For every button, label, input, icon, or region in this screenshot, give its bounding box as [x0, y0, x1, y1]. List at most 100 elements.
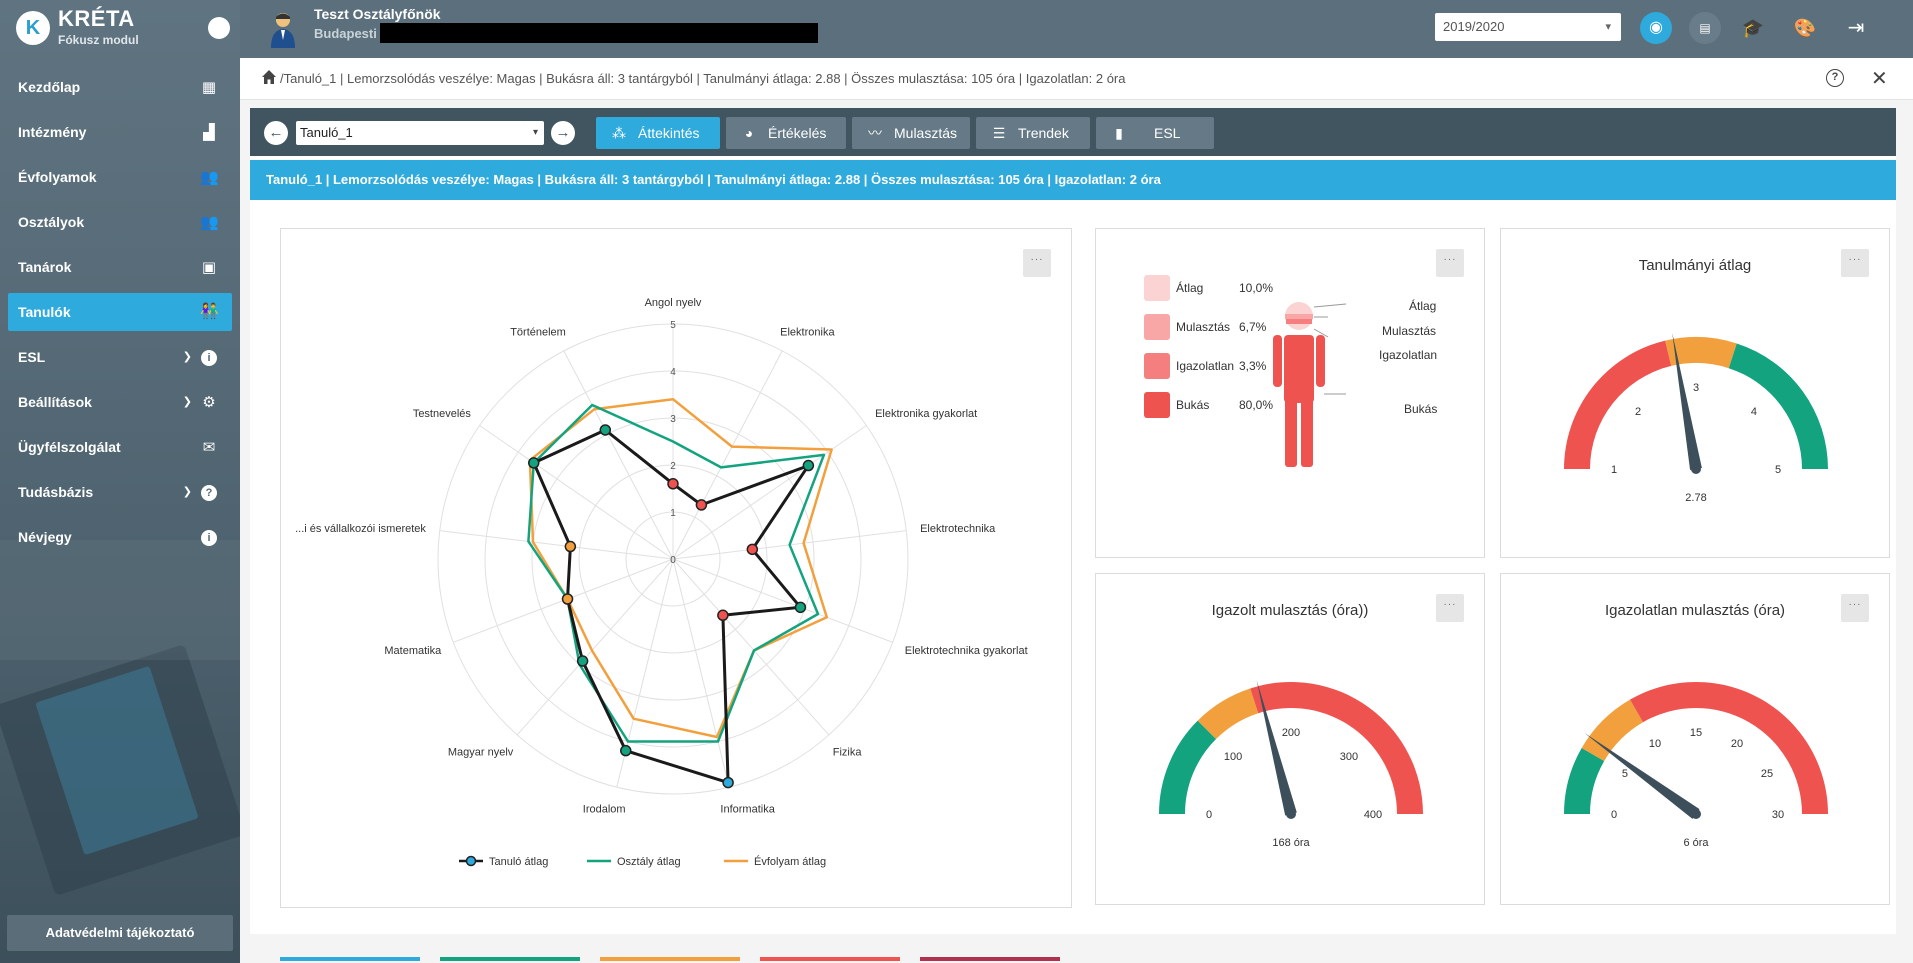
sidebar-item-tanulok[interactable]: Tanulók 👫 [8, 293, 232, 331]
sidebar-item-kezdolap[interactable]: Kezdőlap ▦ [0, 65, 240, 110]
user-city: Budapesti [314, 26, 377, 41]
tab-mulasztas[interactable]: 〰 Mulasztás [852, 117, 970, 149]
sidebar-menu: Kezdőlap ▦ Intézmény ▟ Évfolyamok 👥 Oszt… [0, 65, 240, 560]
legend-label: Bukás [1176, 398, 1210, 412]
chart-menu-button[interactable]: ··· [1436, 594, 1464, 622]
legend-value: 80,0% [1239, 398, 1274, 412]
chart-menu-button[interactable]: ··· [1841, 249, 1869, 277]
figure-label-igazolatlan: Igazolatlan [1379, 348, 1438, 362]
mail-icon: ✉ [202, 439, 216, 456]
help-icon[interactable]: ? [1826, 69, 1844, 87]
privacy-notice-button[interactable]: Adatvédelmi tájékoztató [7, 915, 233, 951]
tab-label: Áttekintés [638, 125, 700, 141]
radar-category-label: Elektronika [780, 326, 835, 338]
tab-ertekeles[interactable]: ◕ Értékelés [726, 117, 846, 149]
legend-swatch-bukas [1144, 392, 1170, 418]
legend-value: 3,3% [1239, 359, 1267, 373]
sidebar-item-osztalyok[interactable]: Osztályok 👥 [0, 200, 240, 245]
bar-chart-icon: ▮ [1115, 125, 1123, 141]
radar-data-point[interactable] [564, 540, 577, 553]
sidebar-item-label: Intézmény [18, 124, 87, 140]
home-icon[interactable] [261, 69, 277, 85]
radar-category-label: Magyar nyelv [448, 746, 514, 758]
legend-item[interactable]: Osztály átlag [587, 856, 681, 868]
gauge-needle [1672, 333, 1702, 471]
radar-data-point[interactable] [794, 601, 807, 614]
radar-spoke [516, 558, 674, 736]
radar-series-line [527, 403, 826, 743]
legend-item[interactable]: Évfolyam átlag [724, 855, 826, 868]
radar-data-point[interactable] [695, 499, 708, 511]
chart-menu-button[interactable]: ··· [1023, 249, 1051, 277]
tab-attekintes[interactable]: ⁂ Áttekintés [596, 117, 720, 149]
gauge-tick-label: 25 [1761, 768, 1773, 780]
sidebar-item-tanarok[interactable]: Tanárok ▣ [0, 245, 240, 290]
radar-data-point[interactable] [620, 744, 632, 757]
chevron-down-icon: ❯ [182, 351, 192, 363]
arrow-right-icon[interactable]: → [551, 121, 575, 145]
sidebar-item-esl[interactable]: ESL ❯ i [0, 335, 240, 380]
person-band-igazolatlan [1286, 319, 1312, 324]
radar-category-label: Elektrotechnika [920, 523, 996, 535]
legend-swatch-igazolatlan [1144, 353, 1170, 379]
chart-menu-button[interactable]: ··· [1841, 594, 1869, 622]
gear-icon: ⚙ [202, 394, 216, 411]
sidebar-toggle-button[interactable] [208, 17, 230, 39]
close-icon[interactable]: ✕ [1871, 68, 1888, 90]
arrow-left-icon[interactable]: ← [264, 121, 288, 145]
sidebar-item-ugyfelszolgalat[interactable]: Ügyfélszolgálat ✉ [0, 425, 240, 470]
sidebar-item-intezmeny[interactable]: Intézmény ▟ [0, 110, 240, 155]
unexcused-absence-gauge-panel: Igazolatlan mulasztás (óra) 0 5 10 15 20 25 30… [1500, 573, 1890, 905]
gauge-tick-label: 300 [1340, 751, 1358, 763]
student-select[interactable]: Tanuló_1 ▾ [296, 121, 544, 145]
main-area: ← Tanuló_1 ▾ → ⁂ Áttekintés ◕ Értékelés … [240, 100, 1913, 963]
legend-item[interactable]: Tanuló átlag [459, 855, 548, 868]
sidebar-item-tudasbazis[interactable]: Tudásbázis ❯ ? [0, 470, 240, 515]
gauge-needle-hub [1286, 809, 1296, 819]
gauge-band [1250, 682, 1423, 814]
radar-data-point[interactable] [746, 543, 759, 556]
logout-icon[interactable]: ⇥ [1847, 17, 1865, 39]
radar-category-label: ...i és vállalkozói ismeretek [295, 523, 426, 535]
id-card-icon[interactable]: ▤ [1689, 12, 1721, 44]
gauge-title: Igazolatlan mulasztás (óra) [1604, 602, 1786, 619]
radar-data-point[interactable] [722, 776, 734, 789]
info-icon: i [200, 335, 218, 380]
person-arm-left [1273, 335, 1282, 387]
radar-data-point[interactable] [717, 609, 729, 622]
user-avatar-icon[interactable] [268, 10, 298, 48]
content-panel: ← Tanuló_1 ▾ → ⁂ Áttekintés ◕ Értékelés … [250, 108, 1896, 934]
palette-icon[interactable]: 🎨 [1793, 18, 1817, 38]
radar-data-point[interactable] [667, 478, 679, 490]
sidebar-item-nevjegy[interactable]: Névjegy i [0, 515, 240, 560]
gauge-tick-label: 2 [1635, 406, 1641, 418]
radar-category-label: Elektrotechnika gyakorlat [905, 645, 1028, 657]
hide-eye-icon[interactable]: ◉ [1640, 12, 1672, 44]
tab-esl[interactable]: ▮ ESL [1096, 117, 1214, 149]
tab-label: Értékelés [768, 125, 827, 141]
radar-data-point[interactable] [528, 457, 540, 469]
sidebar-item-evfolyamok[interactable]: Évfolyamok 👥 [0, 155, 240, 200]
kreta-logo-icon: K [16, 11, 50, 45]
radar-data-point[interactable] [802, 459, 815, 472]
sidebar: K KRÉTA Fókusz modul Kezdőlap ▦ Intézmén… [0, 0, 240, 963]
school-year-select[interactable]: 2019/2020 ▾ [1435, 13, 1621, 41]
app-logo[interactable]: K KRÉTA Fókusz modul [0, 0, 240, 56]
chart-menu-button[interactable]: ··· [1436, 249, 1464, 277]
gauge-band [1728, 343, 1828, 469]
radar-data-point[interactable] [599, 424, 612, 436]
figure-label-bukas: Bukás [1404, 402, 1438, 416]
radar-data-point[interactable] [576, 655, 589, 667]
graduation-cap-icon[interactable]: 🎓 [1741, 18, 1765, 38]
users-icon: 👥 [200, 169, 219, 186]
gauge-title: Igazolt mulasztás (óra)) [1211, 602, 1369, 619]
radar-tick-label: 3 [670, 414, 676, 425]
sidebar-item-beallitasok[interactable]: Beállítások ❯ ⚙ [0, 380, 240, 425]
gauge-tick-label: 15 [1690, 727, 1702, 739]
radar-spoke [672, 558, 730, 788]
tab-trendek[interactable]: ☰ Trendek [976, 117, 1090, 149]
help-icon: ? [200, 470, 218, 515]
radar-data-point[interactable] [561, 593, 574, 605]
radar-series-line [528, 397, 833, 739]
breadcrumb-text: /Tanuló_1 | Lemorzsolódás veszélye: Maga… [280, 71, 1126, 86]
